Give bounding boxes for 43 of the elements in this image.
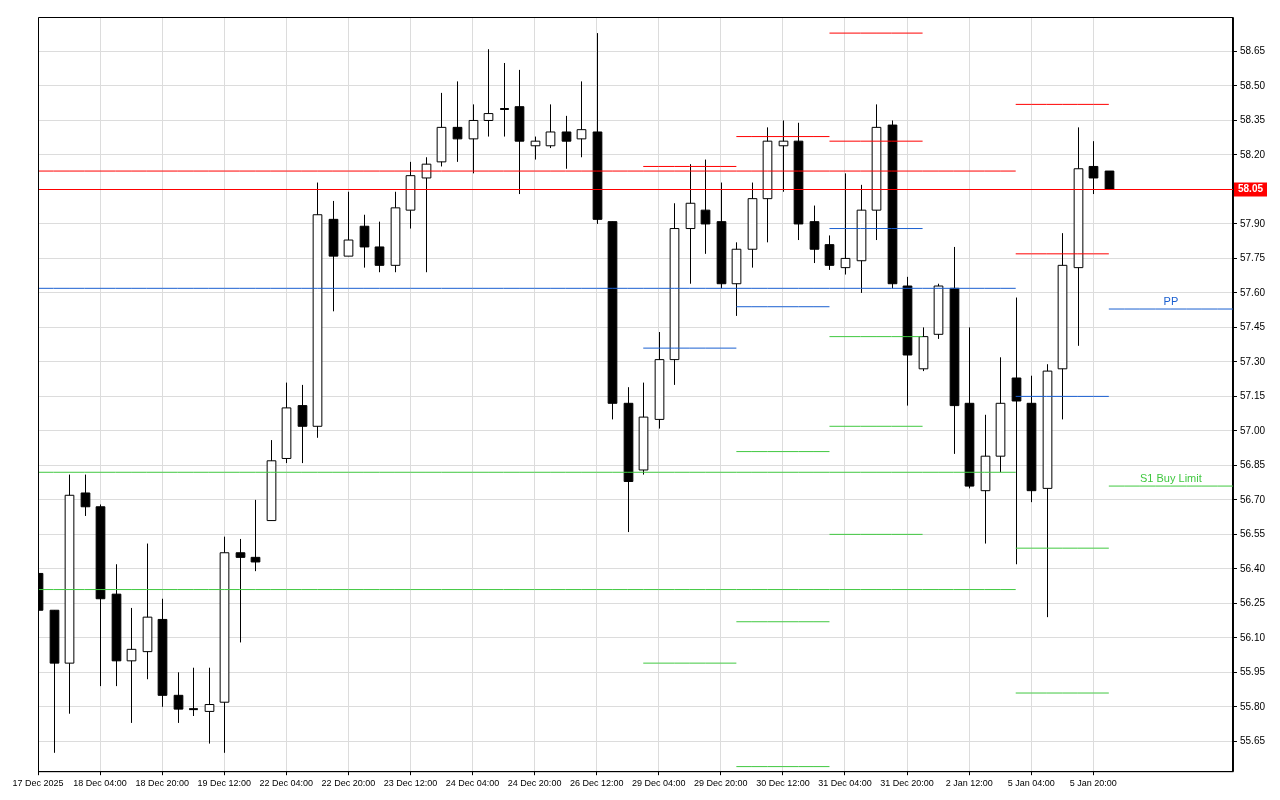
y-tick-label: 58.50 [1239, 79, 1266, 91]
y-tick-label: 58.65 [1239, 45, 1266, 57]
y-tick-label: 57.15 [1239, 390, 1266, 402]
x-tick-label: 24 Dec 20:00 [507, 778, 562, 789]
y-tick-label: 55.80 [1239, 700, 1266, 712]
x-tick-label: 24 Dec 04:00 [445, 778, 500, 789]
y-tick-label: 57.45 [1239, 321, 1266, 333]
x-tick-label: 22 Dec 04:00 [259, 778, 314, 789]
x-tick-label: 2 Jan 12:00 [945, 778, 993, 789]
y-tick-label: 57.60 [1239, 286, 1266, 298]
y-tick-label: 56.85 [1239, 459, 1266, 471]
y-tick-label: 58.35 [1239, 114, 1266, 126]
series-label: PP [1163, 294, 1179, 307]
x-tick-label: 18 Dec 04:00 [73, 778, 127, 789]
ref-line-label: 58.05 [1237, 183, 1264, 195]
y-tick-label: 56.10 [1239, 631, 1266, 643]
y-tick-label: 57.00 [1239, 424, 1266, 436]
x-tick-label: 29 Dec 20:00 [694, 778, 748, 789]
x-tick-label: 26 Dec 12:00 [569, 778, 624, 789]
x-tick-label: 31 Dec 04:00 [818, 778, 872, 789]
x-tick-label: 5 Jan 20:00 [1069, 778, 1117, 789]
x-tick-label: 31 Dec 20:00 [880, 778, 934, 789]
y-tick-label: 56.25 [1239, 597, 1266, 609]
candlestick [499, 62, 510, 138]
y-tick-label: 58.20 [1239, 148, 1266, 160]
y-tick-label: 55.65 [1239, 735, 1266, 747]
y-tick-label: 57.90 [1239, 217, 1266, 229]
x-tick-label: 23 Dec 12:00 [383, 778, 438, 789]
y-tick-label: 57.75 [1239, 252, 1266, 264]
series-label: S1 Buy Limit [1140, 471, 1202, 484]
y-tick-label: 56.55 [1239, 528, 1266, 540]
y-tick-label: 55.95 [1239, 666, 1266, 678]
y-tick-label: 56.70 [1239, 493, 1266, 505]
x-tick-label: 22 Dec 20:00 [321, 778, 376, 789]
candlestick [188, 667, 199, 717]
x-tick-label: 30 Dec 12:00 [756, 778, 810, 789]
x-tick-label: 18 Dec 20:00 [135, 778, 189, 789]
x-tick-label: 17 Dec 2025 [12, 778, 64, 789]
x-tick-label: 29 Dec 04:00 [631, 778, 686, 789]
y-tick-label: 56.40 [1239, 562, 1266, 574]
x-tick-label: 5 Jan 04:00 [1007, 778, 1055, 789]
y-tick-label: 57.30 [1239, 355, 1266, 367]
x-tick-label: 19 Dec 12:00 [197, 778, 251, 789]
